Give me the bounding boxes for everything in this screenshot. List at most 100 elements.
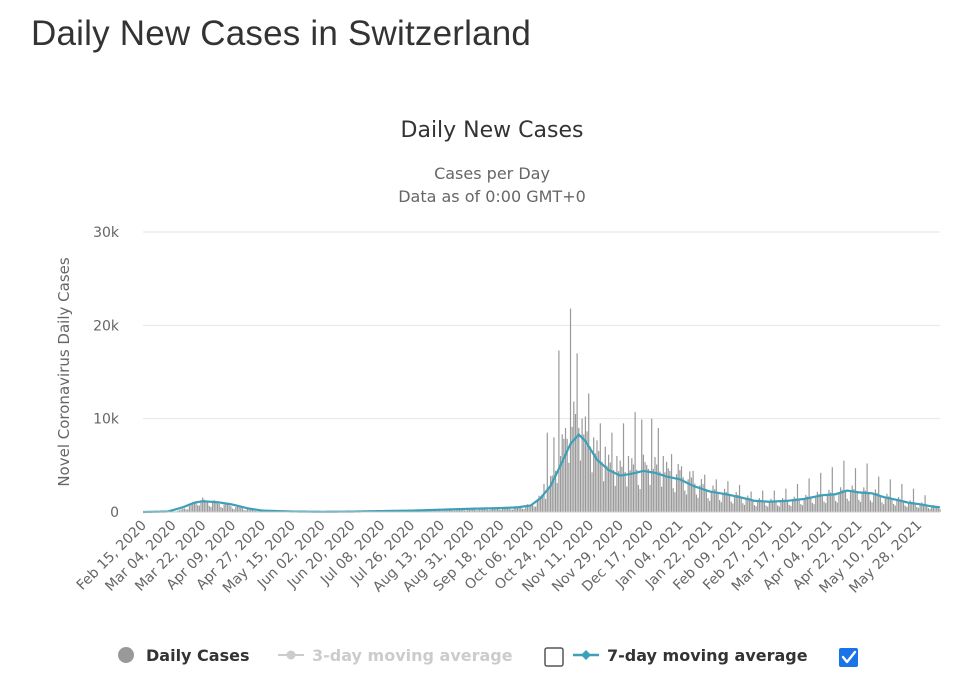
daily-case-bar xyxy=(874,489,876,512)
daily-case-bar xyxy=(891,499,893,512)
daily-case-bar xyxy=(203,499,205,512)
daily-case-bar xyxy=(939,509,941,512)
daily-case-bar xyxy=(725,492,727,512)
daily-case-bar xyxy=(608,454,610,512)
daily-case-bar xyxy=(680,466,683,512)
daily-case-bar xyxy=(505,507,507,512)
daily-case-bar xyxy=(443,509,446,512)
daily-case-bar xyxy=(768,501,770,512)
daily-case-bar xyxy=(695,494,698,512)
daily-case-bar xyxy=(518,506,520,512)
daily-case-bar xyxy=(710,490,712,512)
daily-case-bar xyxy=(546,432,548,512)
daily-case-bar xyxy=(936,506,938,512)
daily-case-bar xyxy=(752,500,754,512)
daily-case-bar xyxy=(670,454,673,512)
daily-case-bar xyxy=(767,506,769,512)
daily-case-bar xyxy=(245,510,247,512)
daily-case-bar xyxy=(525,506,527,512)
daily-case-bar xyxy=(536,500,538,512)
daily-case-bar xyxy=(931,506,933,512)
daily-case-bar xyxy=(780,501,782,512)
daily-case-bar xyxy=(697,497,699,512)
daily-case-bar xyxy=(251,509,253,512)
y-tick-label: 0 xyxy=(110,505,119,521)
daily-case-bar xyxy=(878,476,880,512)
daily-case-bar xyxy=(838,493,840,512)
daily-case-bar xyxy=(813,504,815,512)
daily-case-bar xyxy=(727,481,729,512)
daily-case-bar xyxy=(881,502,883,512)
daily-case-bar xyxy=(828,489,830,512)
ma7-checkbox[interactable] xyxy=(839,648,858,667)
daily-case-bar xyxy=(566,438,568,512)
daily-case-bar xyxy=(569,308,572,512)
daily-case-bar xyxy=(579,460,582,512)
daily-case-bar xyxy=(241,508,244,512)
legend: Daily Cases 3-day moving average 7-day m… xyxy=(118,646,858,667)
daily-case-bar xyxy=(902,501,905,512)
daily-case-bar xyxy=(246,509,248,512)
y-tick-labels: 0 10k 20k 30k xyxy=(93,225,120,521)
daily-case-bar xyxy=(777,505,779,512)
daily-case-bar xyxy=(704,474,706,512)
daily-case-bar xyxy=(763,501,765,512)
daily-case-bar xyxy=(533,506,535,512)
daily-case-bar xyxy=(879,496,881,512)
legend-3day-ma[interactable]: 3-day moving average xyxy=(278,646,513,665)
daily-case-bar xyxy=(453,510,456,512)
daily-case-bar xyxy=(647,468,649,512)
daily-case-bar xyxy=(869,500,872,512)
daily-case-bar xyxy=(213,500,215,512)
daily-case-bar xyxy=(472,508,474,512)
daily-case-bar xyxy=(632,464,635,512)
ma3-checkbox[interactable] xyxy=(544,647,564,667)
daily-case-bar xyxy=(180,509,182,512)
daily-case-bar xyxy=(205,500,207,512)
legend-7day-ma[interactable]: 7-day moving average xyxy=(573,646,808,665)
daily-case-bar xyxy=(223,504,225,512)
legend-daily-cases[interactable]: Daily Cases xyxy=(118,646,249,665)
daily-case-bar xyxy=(786,501,789,512)
daily-case-bar xyxy=(482,508,484,512)
daily-case-bar xyxy=(190,503,192,512)
legend-daily-cases-marker xyxy=(118,647,134,663)
daily-case-bar xyxy=(192,503,194,512)
daily-case-bar xyxy=(712,485,714,512)
daily-case-bar xyxy=(866,463,868,512)
daily-case-bar xyxy=(689,471,691,512)
daily-case-bar xyxy=(904,505,906,512)
daily-case-bar xyxy=(202,497,204,512)
daily-case-bar xyxy=(914,503,916,512)
daily-case-bar xyxy=(636,469,638,512)
daily-case-bar xyxy=(627,456,630,512)
daily-case-bar xyxy=(791,500,794,512)
daily-case-bar xyxy=(896,499,898,512)
daily-case-bar xyxy=(894,505,896,512)
daily-case-bar xyxy=(876,492,878,512)
daily-case-bar xyxy=(699,485,701,512)
daily-case-bar xyxy=(859,501,862,512)
daily-case-bar xyxy=(495,508,497,512)
daily-case-bar xyxy=(849,491,852,512)
daily-case-bar xyxy=(617,471,620,512)
daily-case-bar xyxy=(185,509,187,512)
daily-case-bar xyxy=(652,468,654,512)
daily-case-bar xyxy=(240,507,242,512)
daily-case-bar xyxy=(510,509,512,512)
daily-case-bar xyxy=(737,494,739,512)
daily-case-bar xyxy=(719,500,721,512)
daily-case-bar xyxy=(735,491,737,512)
daily-case-bar xyxy=(563,438,565,512)
daily-case-bar xyxy=(513,507,515,512)
daily-case-bar xyxy=(893,504,895,512)
y-tick-label: 30k xyxy=(93,225,120,241)
daily-case-bar xyxy=(798,499,800,512)
daily-case-bar xyxy=(747,495,749,512)
daily-case-bar xyxy=(927,508,929,512)
daily-case-bar xyxy=(675,474,678,512)
daily-case-bar xyxy=(821,495,823,512)
daily-case-bar xyxy=(598,451,600,512)
daily-case-bar xyxy=(594,453,596,512)
daily-case-bar xyxy=(568,462,570,512)
